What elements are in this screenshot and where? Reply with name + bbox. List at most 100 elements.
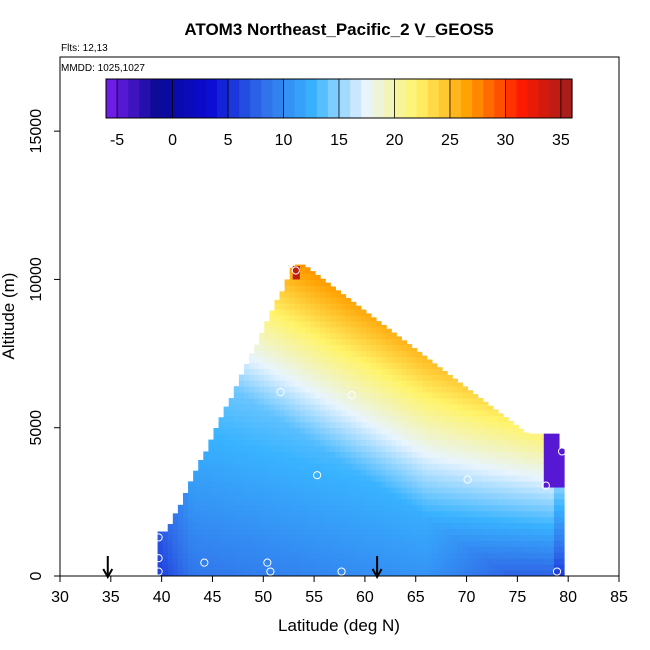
heatmap-cell <box>269 492 275 500</box>
heatmap-cell <box>487 481 494 488</box>
heatmap-cell <box>294 463 301 470</box>
heatmap-cell <box>284 516 291 524</box>
heatmap-cell <box>330 326 336 334</box>
heatmap-cell <box>198 475 204 482</box>
heatmap-cell <box>437 421 443 429</box>
heatmap-cell <box>467 475 474 482</box>
heatmap-cell <box>198 540 204 547</box>
heatmap-cell <box>467 540 474 547</box>
heatmap-cell <box>345 439 352 447</box>
y-axis-label: Altitude (m) <box>0 273 18 360</box>
heatmap-cell <box>233 469 240 476</box>
heatmap-cell <box>320 285 326 292</box>
heatmap-cell <box>264 439 270 447</box>
heatmap-cell <box>548 570 555 577</box>
heatmap-cell <box>249 353 255 358</box>
heatmap-cell <box>482 457 489 464</box>
heatmap-cell <box>538 546 545 553</box>
heatmap-cell <box>345 546 352 553</box>
heatmap-cell <box>411 445 418 452</box>
heatmap-cell <box>477 504 484 512</box>
heatmap-cell <box>401 374 408 381</box>
heatmap-cell <box>386 368 392 375</box>
heatmap-cell <box>294 445 301 452</box>
heatmap-cell <box>269 570 275 577</box>
heatmap-cell <box>365 534 372 541</box>
heatmap-cell <box>304 534 311 541</box>
heatmap-cell <box>279 522 286 530</box>
heatmap-cell <box>249 552 255 559</box>
heatmap-cell <box>401 504 408 512</box>
heatmap-cell <box>218 552 225 559</box>
heatmap-cell <box>310 332 316 340</box>
heatmap-cell <box>213 445 220 452</box>
heatmap-cell <box>228 398 235 405</box>
heatmap-cell <box>259 374 265 381</box>
heatmap-cell <box>304 439 311 447</box>
heatmap-cell <box>503 528 509 535</box>
heatmap-cell <box>223 445 230 452</box>
heatmap-cell <box>437 368 443 375</box>
heatmap-cell <box>320 463 326 470</box>
heatmap-cell <box>213 481 220 488</box>
colorbar-swatch <box>172 79 185 118</box>
heatmap-cell <box>269 386 275 393</box>
heatmap-cell <box>350 552 357 559</box>
heatmap-cell <box>508 510 514 518</box>
heatmap-cell <box>406 362 413 369</box>
heatmap-cell <box>264 332 270 340</box>
heatmap-cell <box>518 428 524 435</box>
heatmap-cell <box>513 424 519 429</box>
heatmap-cell <box>345 415 352 423</box>
heatmap-cell <box>508 439 514 447</box>
heatmap-cell <box>401 403 408 411</box>
heatmap-cell <box>401 421 408 429</box>
heatmap-cell <box>330 457 336 464</box>
heatmap-cell <box>386 332 392 340</box>
heatmap-cell <box>442 409 448 417</box>
heatmap-cell <box>487 451 494 458</box>
heatmap-cell <box>310 380 316 387</box>
heatmap-cell <box>264 409 270 417</box>
heatmap-cell <box>386 552 392 559</box>
heatmap-cell <box>233 445 240 452</box>
heatmap-cell <box>177 564 184 571</box>
heatmap-cell <box>523 534 530 541</box>
heatmap-cell <box>355 356 362 363</box>
heatmap-cell <box>284 433 291 441</box>
heatmap-cell <box>238 433 245 441</box>
heatmap-cell <box>228 510 235 518</box>
heatmap-cell <box>208 481 214 488</box>
heatmap-cell <box>355 427 362 435</box>
heatmap-cell <box>315 326 321 334</box>
colorbar-swatch <box>483 79 495 118</box>
heatmap-cell <box>462 409 469 417</box>
heatmap-cell <box>503 546 509 553</box>
heatmap-cell <box>315 344 321 352</box>
heatmap-cell <box>421 546 428 553</box>
heatmap-cell <box>538 516 545 524</box>
heatmap-cell <box>335 433 342 441</box>
heatmap-cell <box>274 326 281 334</box>
heatmap-cell <box>340 380 347 387</box>
heatmap-cell <box>447 564 453 571</box>
heatmap-cell <box>477 433 484 441</box>
colorbar-swatch <box>305 79 318 118</box>
heatmap-cell <box>396 498 402 506</box>
heatmap-cell <box>396 338 402 346</box>
heatmap-cell <box>406 439 413 447</box>
heatmap-cell <box>264 469 270 476</box>
heatmap-cell <box>188 510 194 518</box>
heatmap-cell <box>492 451 499 458</box>
heatmap-cell <box>274 350 281 358</box>
heatmap-cell <box>559 457 565 464</box>
heatmap-cell <box>371 475 377 482</box>
heatmap-cell <box>391 469 397 476</box>
heatmap-cell <box>223 421 230 429</box>
heatmap-cell <box>208 457 214 464</box>
heatmap-cell <box>533 451 540 458</box>
heatmap-cell <box>249 356 255 363</box>
heatmap-cell <box>315 356 321 363</box>
heatmap-cell <box>482 492 489 500</box>
heatmap-cell <box>330 492 336 500</box>
